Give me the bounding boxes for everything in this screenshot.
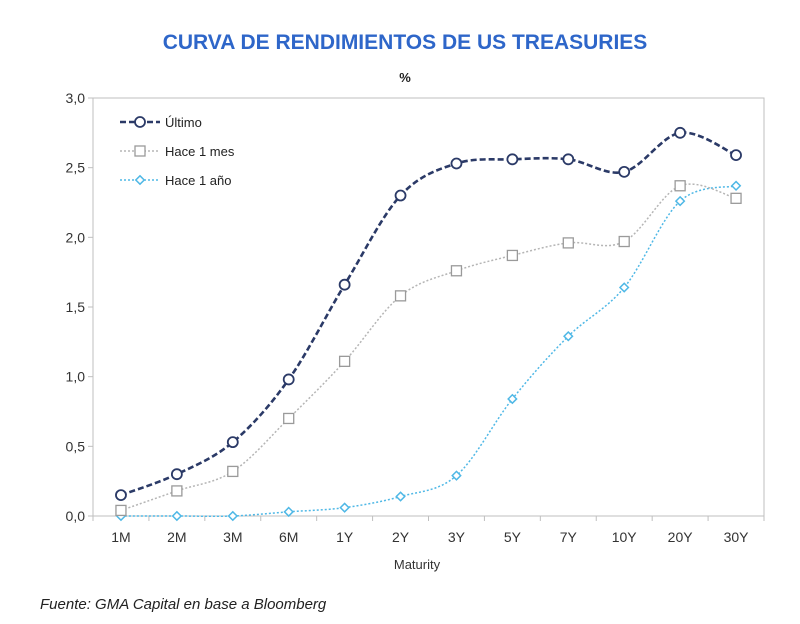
data-point [338,355,351,367]
data-point [562,237,574,249]
series-2 [115,180,742,522]
legend-label: Último [165,115,202,130]
data-point [227,510,239,522]
data-point [618,235,630,248]
data-point [171,510,183,522]
series-line [120,185,737,518]
y-tick-label: 1,5 [66,299,86,315]
series-line [120,131,737,497]
data-point [674,195,686,207]
data-point [115,489,127,502]
data-point [283,412,295,425]
series-0 [115,126,742,502]
data-point [395,491,406,502]
data-point [674,180,686,192]
data-point [618,282,630,293]
plot-area [92,97,765,517]
legend-marker [134,116,146,128]
data-point [730,180,742,192]
y-tick-label: 2,0 [66,229,86,245]
data-point [674,126,687,139]
data-point [451,470,462,481]
y-tick-label: 0,0 [66,508,86,524]
x-tick-label: 10Y [612,529,638,545]
data-point [563,330,574,342]
legend-label: Hace 1 año [165,173,232,188]
x-tick-label: 3M [223,529,242,545]
yield-curve-chart: CURVA DE RENDIMIENTOS DE US TREASURIES %… [66,31,765,572]
x-axis: 1M 2M 3M 6M 1Y 2Y 3Y 5Y 7Y 10Y 20Y 30Y [92,516,765,545]
x-tick-label: 6M [279,529,298,545]
chart-title: CURVA DE RENDIMIENTOS DE US TREASURIES [163,31,648,54]
data-point [171,485,183,497]
x-tick-label: 1Y [336,529,354,545]
x-tick-label: 7Y [560,529,578,545]
y-tick-label: 0,5 [66,438,86,454]
data-point [394,290,407,302]
data-point [730,149,742,162]
legend-marker [134,145,146,157]
data-point [339,502,350,513]
x-tick-label: 2M [167,529,186,545]
y-tick-label: 2,5 [66,160,86,176]
data-point [618,165,631,178]
x-tick-label: 2Y [392,529,410,545]
data-point [227,465,239,478]
source-note: Fuente: GMA Capital en base a Bloomberg [40,596,327,613]
data-point [507,393,518,405]
x-tick-label: 5Y [504,529,522,545]
x-tick-label: 20Y [668,529,694,545]
data-point [283,506,294,518]
data-point [115,504,127,517]
data-point [562,153,575,166]
data-point [450,157,463,170]
series-layer [115,126,742,522]
data-point [450,265,463,277]
legend-marker [134,174,146,186]
legend: Último Hace 1 mes Hace 1 año [120,115,235,188]
x-tick-label: 3Y [448,529,466,545]
y-tick-label: 3,0 [66,90,86,106]
data-point [338,278,351,291]
chart-unit: % [399,70,411,85]
series-1 [115,180,742,517]
data-point [170,468,183,481]
data-point [506,249,519,262]
x-tick-label: 30Y [724,529,750,545]
data-point [282,373,295,386]
legend-label: Hace 1 mes [165,144,235,159]
x-axis-label: Maturity [394,557,441,572]
x-tick-label: 1M [111,529,130,545]
data-point [730,192,742,204]
y-tick-label: 1,0 [66,369,86,385]
series-line [120,183,737,512]
y-axis: 0,0 0,5 1,0 1,5 2,0 2,5 3,0 [66,90,93,524]
data-point [506,153,519,166]
data-point [226,436,239,449]
data-point [394,189,407,202]
